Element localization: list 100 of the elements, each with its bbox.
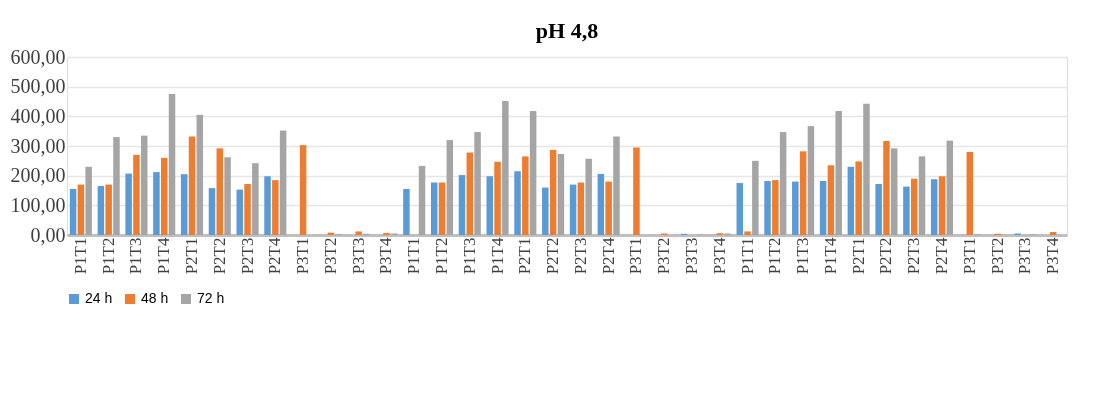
bar <box>585 158 592 235</box>
x-tick-label: P3T3 <box>682 237 701 275</box>
bar <box>264 176 271 235</box>
bar <box>903 186 910 235</box>
bar <box>549 149 557 235</box>
x-tick-label: P1T2 <box>98 237 118 275</box>
bar <box>299 145 307 235</box>
x-tick-label: P2T3 <box>237 237 257 275</box>
bar <box>77 184 85 235</box>
bar <box>85 166 92 235</box>
y-tick-label: 500,00 <box>10 75 66 98</box>
x-tick-label: P1T1 <box>404 237 424 275</box>
x-tick-label: P2T3 <box>570 237 590 275</box>
bar <box>446 140 454 235</box>
x-tick-label: P1T4 <box>820 237 840 275</box>
x-tick-label: P3T3 <box>348 237 368 275</box>
bar <box>847 166 855 235</box>
x-tick-label: P2T4 <box>598 237 618 275</box>
x-tick-label: P3T2 <box>654 237 674 275</box>
x-tick-label: P1T3 <box>459 237 479 275</box>
bar <box>569 184 577 235</box>
bar <box>355 231 362 235</box>
bar <box>557 154 565 235</box>
bar <box>966 151 974 235</box>
bar <box>613 136 620 235</box>
bar <box>779 132 787 235</box>
bar <box>160 157 168 235</box>
bar <box>875 183 882 235</box>
bar <box>1049 232 1057 235</box>
y-tick-label: 0,00 <box>30 223 66 246</box>
bar <box>577 182 585 235</box>
bar <box>529 110 537 235</box>
bar <box>494 161 501 235</box>
x-tick-label: P2T1 <box>182 237 201 275</box>
y-tick-label: 200,00 <box>10 164 66 187</box>
bar <box>383 232 390 235</box>
bar <box>514 171 521 235</box>
bar <box>244 183 251 235</box>
bar <box>69 189 77 235</box>
x-tick-label: P3T4 <box>1043 237 1063 275</box>
bar <box>799 151 807 235</box>
x-tick-label: P3T1 <box>626 237 646 275</box>
bar <box>438 182 446 235</box>
bar <box>105 184 112 235</box>
bar <box>855 161 862 235</box>
bar <box>522 156 529 235</box>
bar <box>216 148 224 235</box>
bar <box>180 174 188 235</box>
x-tick-label: P2T4 <box>265 237 285 275</box>
bar <box>633 147 640 235</box>
bar <box>168 94 176 235</box>
x-tick-label: P2T2 <box>543 237 563 275</box>
x-tick-label: P3T1 <box>293 237 313 275</box>
x-tick-label: P3T1 <box>959 237 979 275</box>
bar <box>153 172 160 235</box>
bar <box>196 114 204 235</box>
x-tick-label: P2T2 <box>209 237 229 275</box>
x-tick-label: P2T3 <box>904 237 924 275</box>
bar <box>403 189 410 235</box>
bar <box>486 176 494 235</box>
bar <box>430 182 438 235</box>
bar <box>125 173 132 235</box>
bar <box>458 175 466 235</box>
x-tick-label: P2T1 <box>848 237 868 275</box>
bar <box>133 154 140 235</box>
bar <box>272 180 279 235</box>
y-tick-label: 300,00 <box>10 134 66 157</box>
bar <box>252 163 259 235</box>
legend-label: 48 h <box>141 290 169 306</box>
bar <box>819 181 827 235</box>
bar <box>224 157 231 235</box>
bar <box>764 181 771 235</box>
bar <box>910 178 918 235</box>
bar <box>930 179 938 235</box>
bar <box>279 130 287 235</box>
bar <box>236 189 244 235</box>
bar <box>474 132 481 235</box>
bar <box>792 181 799 235</box>
bar <box>890 148 898 235</box>
bar <box>542 187 549 235</box>
bar <box>744 231 751 235</box>
x-tick-label: P1T4 <box>487 237 507 275</box>
y-tick-label: 100,00 <box>10 193 66 216</box>
x-tick-label: P2T2 <box>876 237 896 275</box>
bar <box>597 173 605 235</box>
x-tick-label: P1T3 <box>793 237 813 275</box>
bar <box>736 183 744 235</box>
x-tick-label: P3T3 <box>1015 237 1035 275</box>
x-tick-label: P3T4 <box>709 237 729 275</box>
legend-label: 72 h <box>197 290 225 306</box>
bar <box>208 188 216 235</box>
x-tick-label: P1T1 <box>70 237 90 275</box>
bar <box>863 103 870 235</box>
x-tick-label: P3T2 <box>320 237 340 275</box>
bar <box>418 165 426 235</box>
bar <box>772 180 779 235</box>
bar <box>466 152 474 235</box>
bar <box>97 186 105 235</box>
chart-title: pH 4,8 <box>535 18 599 43</box>
bar <box>938 176 946 235</box>
